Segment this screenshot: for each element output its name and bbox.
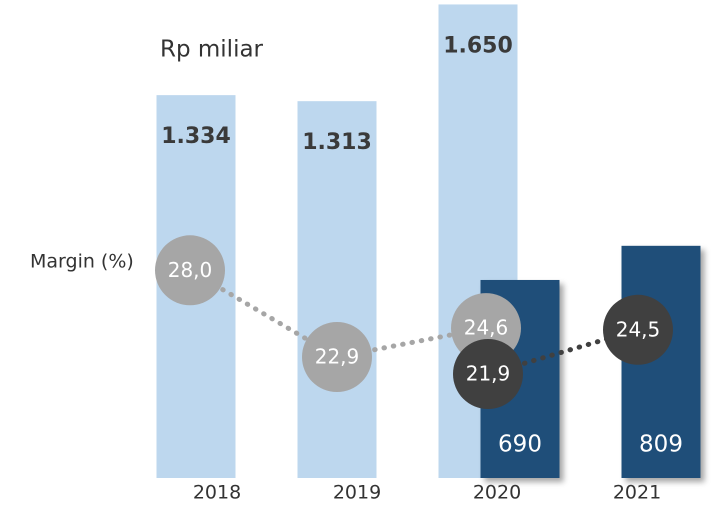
bar	[297, 101, 377, 478]
x-tick-label: 2018	[193, 482, 241, 504]
margin-marker	[603, 294, 673, 365]
margin-label: Margin (%)	[30, 251, 134, 273]
bar-value-label: 809	[639, 432, 683, 458]
x-tick-label: 2021	[613, 482, 661, 504]
bar-value-label: 1.650	[443, 33, 513, 58]
margin-value-label: 24,5	[616, 317, 661, 341]
margin-value-label: 28,0	[168, 258, 213, 282]
margin-marker	[302, 322, 372, 392]
bar-value-label: 690	[498, 432, 542, 458]
margin-marker	[155, 235, 225, 306]
x-tick-label: 2020	[473, 482, 521, 504]
bar-value-label: 1.334	[161, 124, 231, 149]
margin-marker	[453, 339, 523, 409]
margin-value-label: 21,9	[466, 362, 511, 386]
x-tick-label: 2019	[333, 482, 381, 504]
unit-label: Rp miliar	[160, 37, 264, 63]
margin-value-label: 22,9	[315, 345, 360, 369]
margin-value-label: 24,6	[464, 316, 509, 340]
bar-value-label: 1.313	[302, 130, 372, 155]
